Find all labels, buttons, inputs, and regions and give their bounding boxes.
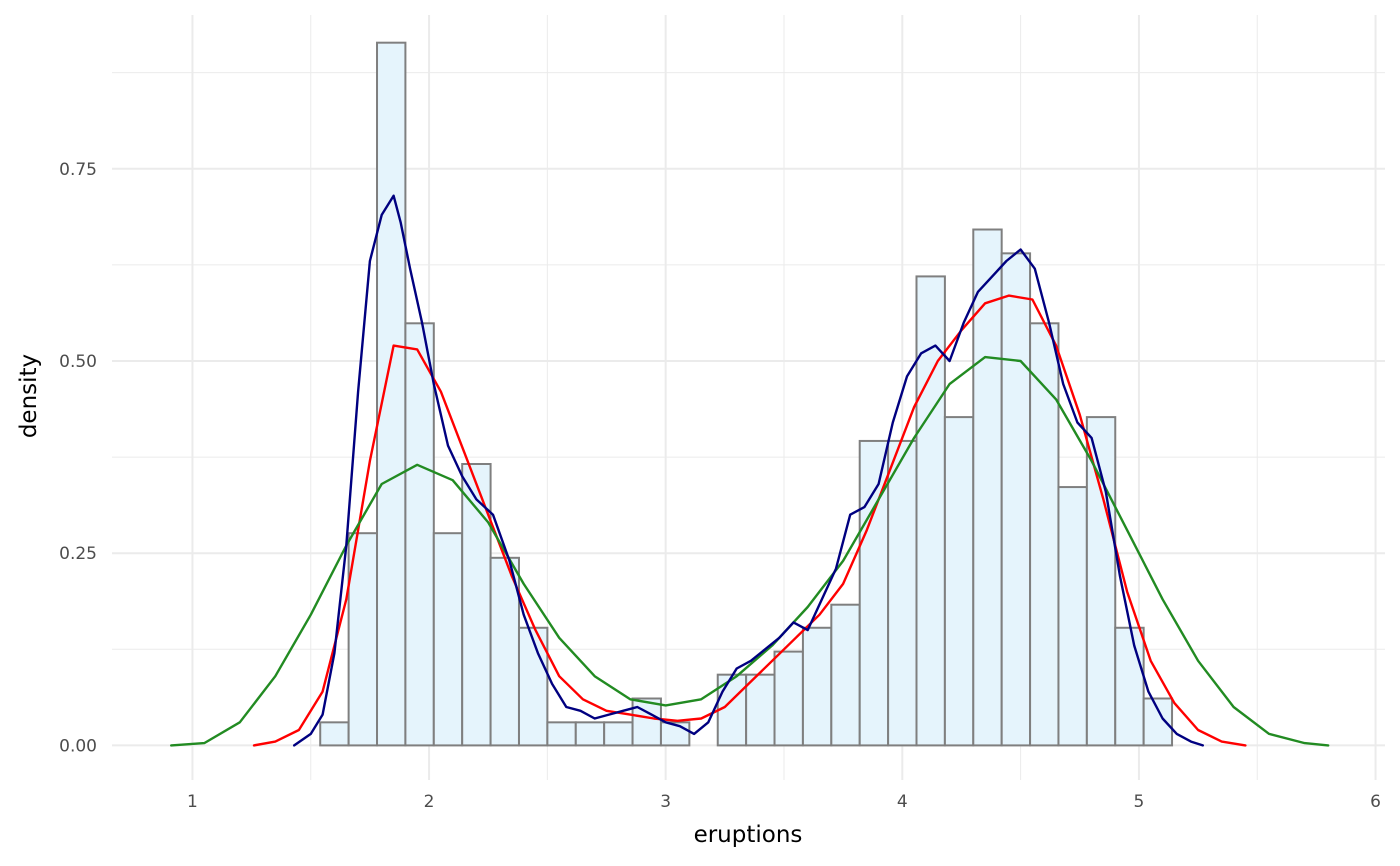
x-tick-label: 5 (1134, 792, 1145, 812)
histogram-bar (1057, 486, 1088, 747)
histogram-bar (631, 697, 662, 747)
y-tick-label: 0.00 (59, 736, 97, 756)
histogram-bar (972, 228, 1003, 747)
histogram-bar (1000, 252, 1032, 747)
histogram-bar (546, 721, 577, 747)
x-tick-label: 3 (660, 792, 671, 812)
histogram-bar (773, 650, 804, 747)
y-axis-tick-labels: 0.00 0.25 0.50 0.75 (59, 160, 97, 757)
y-tick-label: 0.75 (59, 160, 97, 180)
histogram-bar (745, 673, 776, 747)
histogram-bar (830, 603, 861, 747)
histogram-bar (347, 532, 379, 747)
histogram-bar (915, 275, 946, 747)
y-axis-title: density (16, 354, 42, 438)
x-tick-label: 2 (424, 792, 435, 812)
density-curves (169, 194, 1330, 747)
y-tick-label: 0.50 (59, 352, 97, 372)
histogram-bar (489, 556, 520, 747)
histogram-bar (461, 463, 492, 747)
histogram-bar (404, 322, 435, 747)
histogram-bar (319, 721, 350, 747)
histogram-bar (574, 721, 606, 747)
histogram-bar (517, 626, 549, 747)
histogram-bar (1085, 416, 1117, 747)
histogram-bar (1114, 626, 1145, 747)
histogram-bar (376, 41, 407, 747)
histogram-bar (887, 439, 918, 747)
histogram-bar (943, 416, 975, 747)
y-tick-label: 0.25 (59, 544, 97, 564)
x-axis-title: eruptions (694, 822, 803, 848)
histogram-bar (801, 626, 833, 747)
histogram-bars (319, 41, 1174, 747)
x-tick-label: 1 (187, 792, 198, 812)
x-tick-label: 6 (1370, 792, 1381, 812)
navy-density-curve (293, 194, 1205, 747)
histogram-bar (603, 721, 634, 747)
red-density-curve (252, 294, 1247, 747)
x-axis-tick-labels: 1 2 3 4 5 6 (187, 792, 1381, 812)
green-density-curve (169, 355, 1330, 747)
x-tick-label: 4 (897, 792, 908, 812)
histogram-bar (432, 532, 464, 747)
histogram-bar (1142, 697, 1174, 747)
